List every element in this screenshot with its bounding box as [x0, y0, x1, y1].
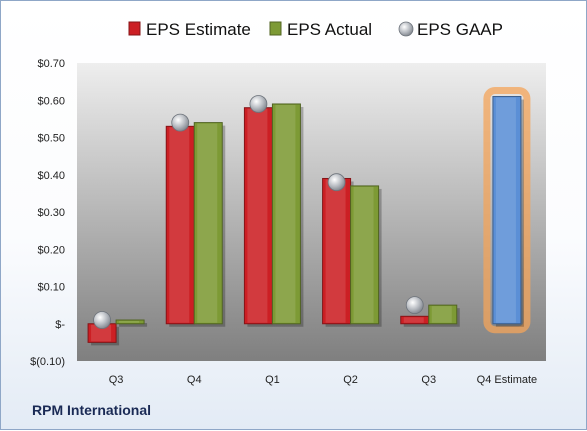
- eps-actual-bar: [115, 319, 148, 327]
- y-tick-label: $0.40: [37, 170, 65, 182]
- eps-projection-bar: [492, 96, 524, 327]
- y-tick-label: $0.20: [37, 244, 65, 256]
- eps-actual-bar-body: [350, 185, 380, 325]
- eps-gaap-marker: [405, 296, 424, 315]
- legend-item: EPS GAAP: [398, 20, 503, 39]
- eps-estimate-bar-highlight: [247, 108, 268, 323]
- legend-item: EPS Estimate: [128, 20, 251, 39]
- eps-projection-bar-highlight: [495, 97, 516, 323]
- y-tick-label: $0.70: [37, 58, 65, 70]
- eps-actual-bar: [193, 122, 226, 327]
- eps-actual-bar-highlight: [197, 123, 218, 323]
- x-tick-label: Q3: [421, 374, 436, 386]
- y-tick-label: $-: [55, 319, 65, 331]
- y-tick-label: $0.10: [37, 282, 65, 294]
- x-tick-label: Q4 Estimate: [477, 374, 538, 386]
- eps-estimate-bar-highlight: [325, 179, 346, 323]
- eps-estimate-bar: [322, 177, 354, 327]
- x-tick-label: Q3: [109, 374, 124, 386]
- eps-actual-bar-highlight: [431, 306, 452, 323]
- plot-area: $(0.10) $- $0.10 $0.20 $0.30 $0.40 $0.50 $0.60 $…: [30, 58, 546, 386]
- y-tick-label: $0.50: [37, 133, 65, 145]
- eps-estimate-bar: [243, 107, 276, 327]
- eps-actual-bar-highlight: [353, 186, 374, 323]
- eps-gaap-marker: [327, 173, 346, 192]
- eps-estimate-bar: [400, 315, 432, 327]
- eps-estimate-bar-body: [165, 125, 195, 325]
- y-tick-label: $0.30: [37, 207, 65, 219]
- legend-label: EPS Estimate: [146, 20, 251, 39]
- x-tick-label: Q2: [343, 374, 358, 386]
- eps-gaap-marker: [93, 311, 111, 329]
- legend-label: EPS Actual: [287, 20, 372, 39]
- eps-actual-bar-shadow: [119, 323, 148, 327]
- eps-estimate-bar: [87, 323, 120, 346]
- eps-estimate-bar-highlight: [91, 324, 112, 342]
- eps-estimate-bar-highlight: [403, 317, 424, 323]
- eps-estimate-bar: [165, 125, 198, 327]
- eps-gaap-marker: [249, 95, 268, 113]
- eps-estimate-bar-body: [243, 107, 273, 325]
- legend-swatch: [398, 21, 414, 37]
- eps-actual-bar: [428, 304, 460, 327]
- eps-gaap-marker: [171, 113, 190, 132]
- legend-swatch: [269, 21, 282, 36]
- projection-highlight: [483, 87, 531, 334]
- plot-background: [77, 63, 546, 361]
- eps-actual-bar-highlight: [119, 321, 140, 323]
- company-name: RPM International: [32, 402, 152, 418]
- y-tick-label: $0.60: [37, 95, 65, 107]
- eps-actual-bar-body: [115, 319, 145, 325]
- legend-item: EPS Actual: [269, 20, 372, 39]
- eps-actual-bar-highlight: [275, 104, 296, 323]
- eps-projection-bar-body: [492, 96, 522, 325]
- x-tick-label: Q1: [265, 374, 280, 386]
- legend-label: EPS GAAP: [417, 20, 503, 39]
- eps-actual-bar-body: [193, 122, 223, 325]
- legend-swatch: [128, 21, 141, 36]
- eps-actual-bar: [350, 185, 382, 327]
- eps-actual-bar-body: [428, 304, 458, 325]
- eps-actual-bar-body: [271, 103, 301, 325]
- x-tick-label: Q4: [187, 374, 202, 386]
- legend: EPS Estimate EPS Actual EPS GAAP: [128, 20, 503, 39]
- eps-estimate-bar-highlight: [169, 127, 190, 323]
- eps-actual-bar: [271, 103, 304, 327]
- y-tick-label: $(0.10): [30, 356, 65, 368]
